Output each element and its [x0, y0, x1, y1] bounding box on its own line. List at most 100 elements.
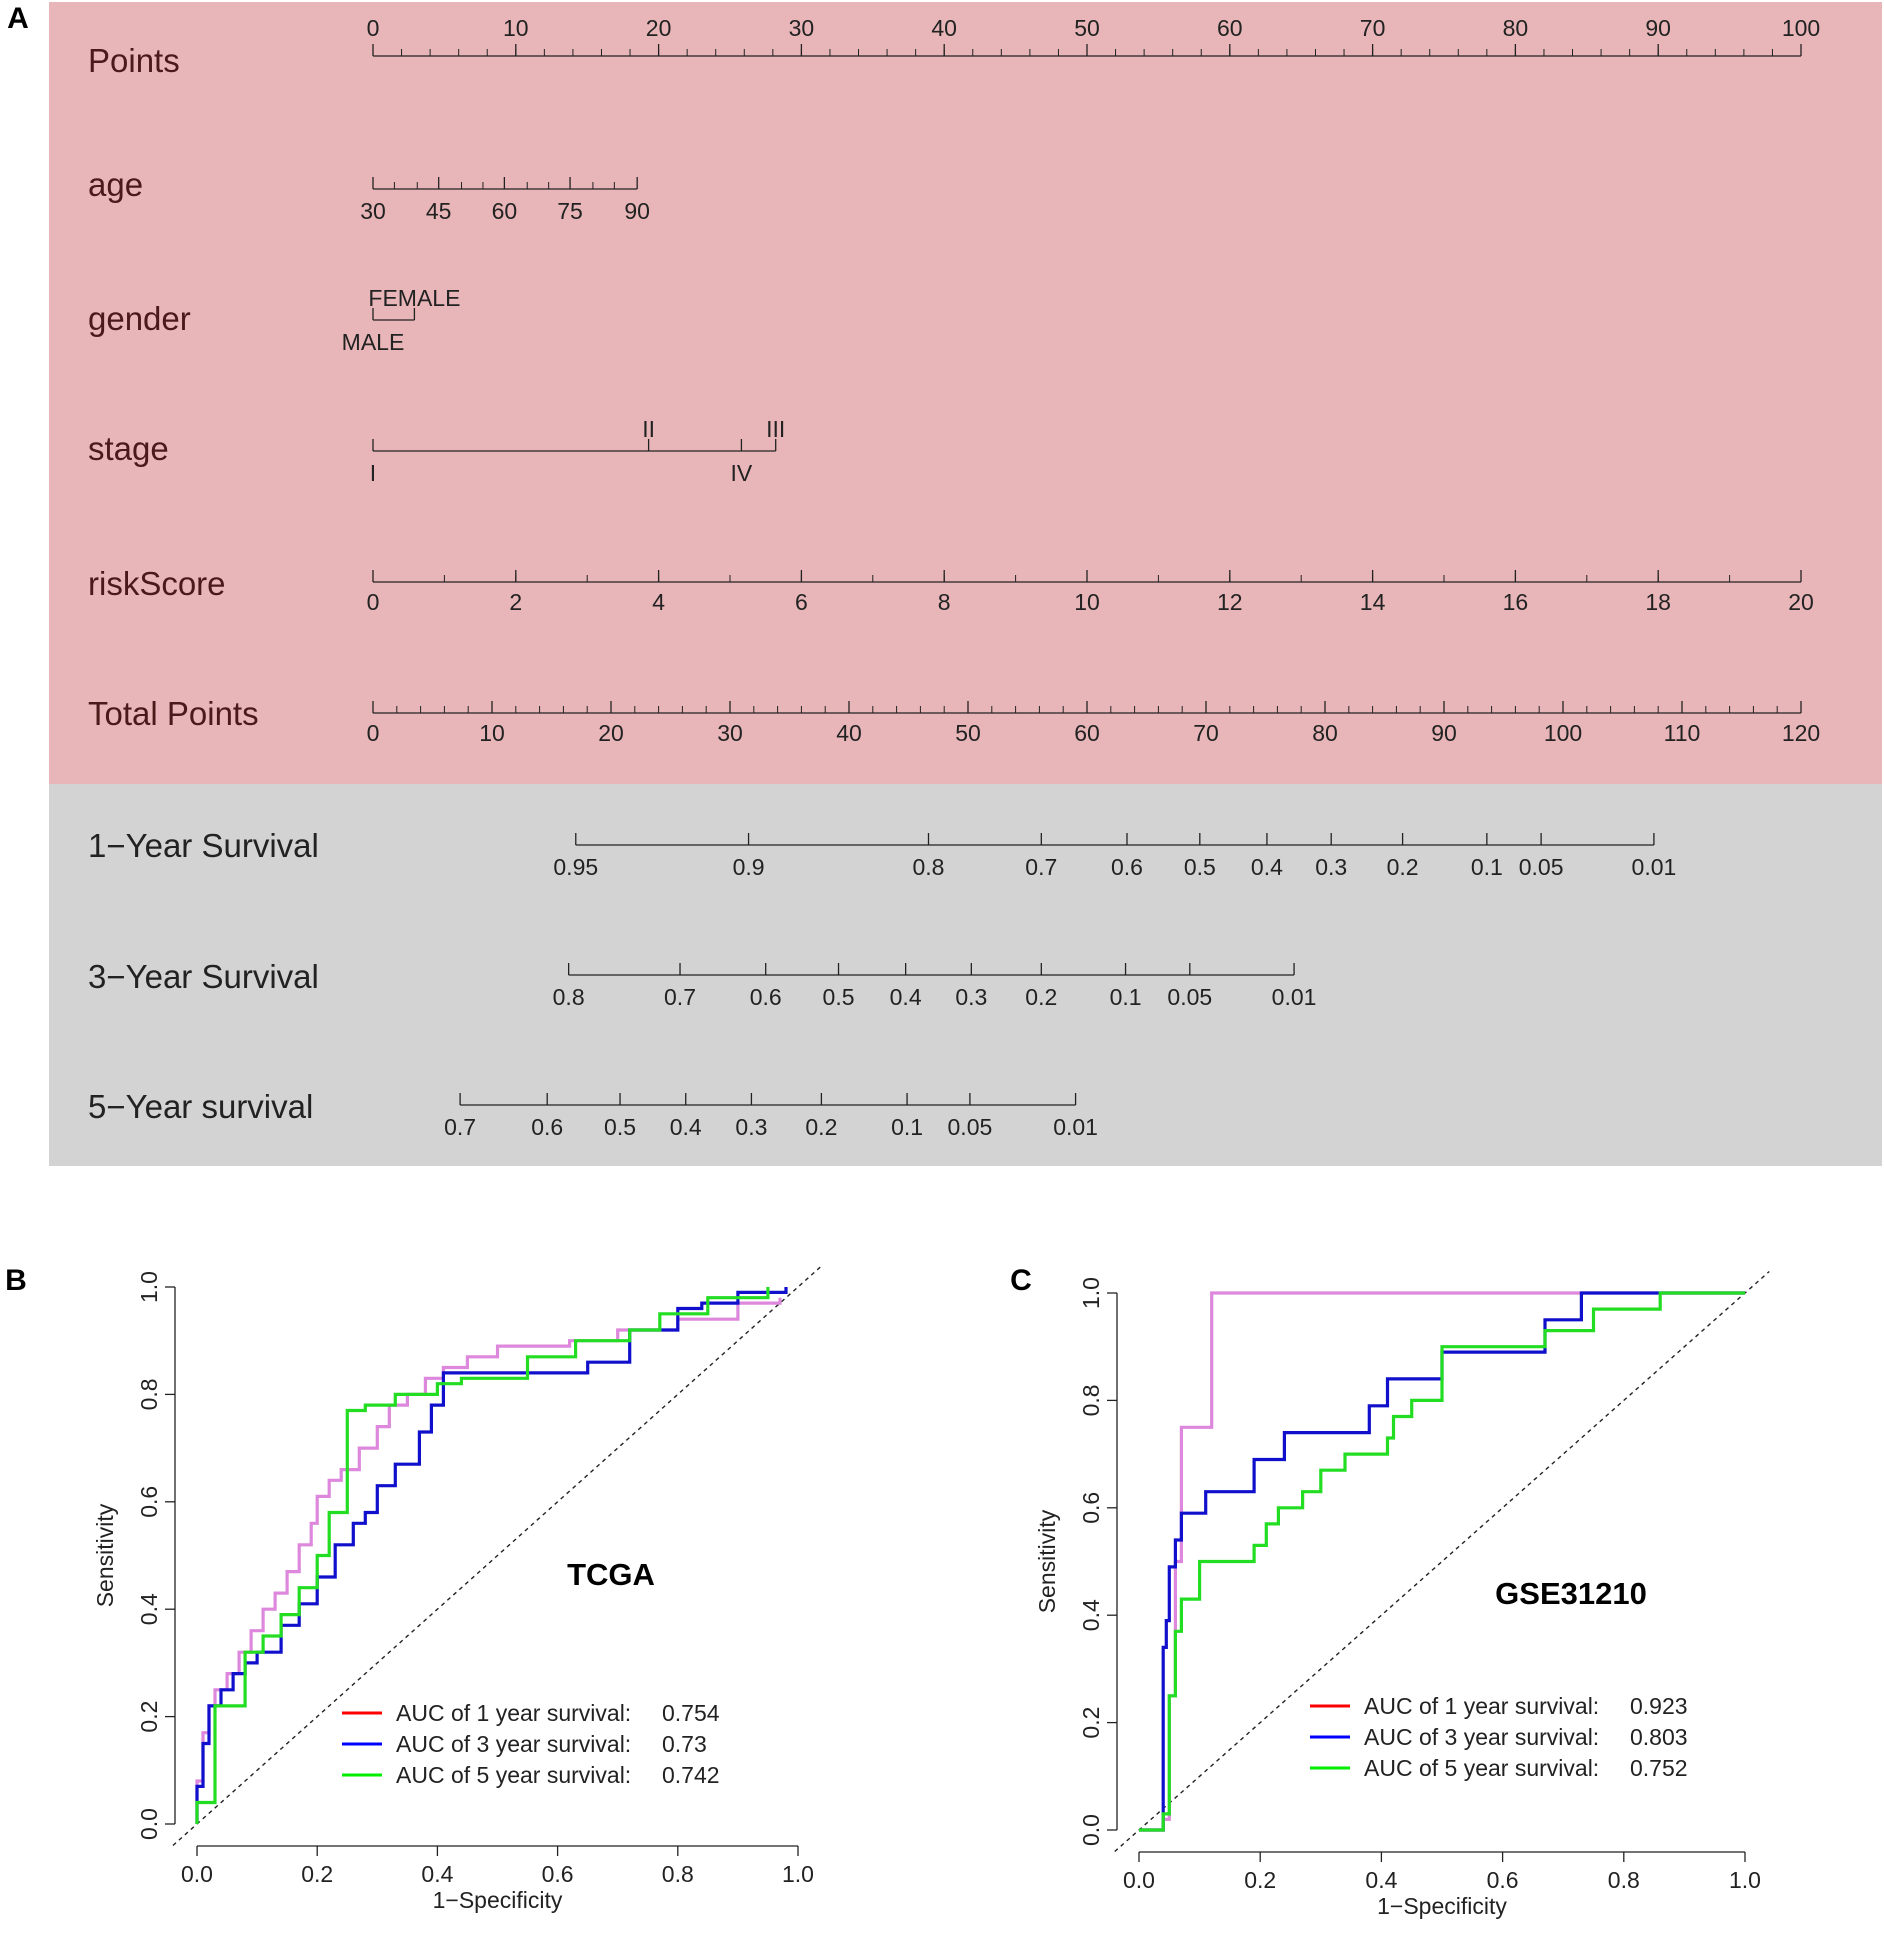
- tick-label: 60: [1217, 15, 1243, 41]
- x-tick-label: 0.0: [1123, 1867, 1155, 1893]
- tick-label: 80: [1312, 720, 1338, 746]
- y-tick-label: 0.6: [1078, 1492, 1104, 1524]
- x-tick-label: 0.4: [421, 1861, 453, 1887]
- x-axis-title: 1−Specificity: [433, 1887, 563, 1913]
- roc-curve-3-year: [1139, 1291, 1745, 1832]
- y-tick-label: 1.0: [1078, 1277, 1104, 1309]
- legend-value: 0.803: [1630, 1724, 1688, 1750]
- tick-label: 50: [955, 720, 981, 746]
- tick-label: 45: [426, 198, 452, 224]
- tick-label: 90: [1431, 720, 1457, 746]
- legend-label: AUC of 5 year survival:: [1364, 1755, 1599, 1781]
- y-axis-title: Sensitivity: [92, 1503, 118, 1607]
- legend-label: AUC of 1 year survival:: [1364, 1693, 1599, 1719]
- tick-label: 0.6: [1111, 854, 1143, 880]
- row-label-surv3: 3−Year Survival: [88, 958, 319, 995]
- tick-label: 0.7: [1025, 854, 1057, 880]
- chart-title: GSE31210: [1495, 1576, 1647, 1611]
- tick-label: 80: [1503, 15, 1529, 41]
- nomogram-row-total-points: Total Points 0 10 20 30 40 50 60 70 80 90 100 110 120: [88, 695, 1820, 746]
- x-tick-label: 0.8: [662, 1861, 694, 1887]
- row-label-riskscore: riskScore: [88, 565, 226, 602]
- tick-label: 30: [789, 15, 815, 41]
- tick-label: 0.2: [805, 1114, 837, 1140]
- tick-label: 14: [1360, 589, 1386, 615]
- tick-label: 0.7: [664, 984, 696, 1010]
- legend-label: AUC of 5 year survival:: [396, 1762, 631, 1788]
- panel-label-a: A: [7, 2, 29, 35]
- nomogram-row-age: age 30 45 60 75 90: [88, 166, 650, 224]
- tick-label: 0.4: [670, 1114, 702, 1140]
- legend: AUC of 1 year survival: 0.923 AUC of 3 yea…: [1310, 1693, 1688, 1781]
- tick-label: 0: [367, 720, 380, 746]
- tick-label: 0.5: [604, 1114, 636, 1140]
- tick-label: 0.01: [1053, 1114, 1098, 1140]
- tick-label: 18: [1645, 589, 1671, 615]
- row-label-points: Points: [88, 42, 180, 79]
- y-tick-label: 0.2: [1078, 1707, 1104, 1739]
- y-tick-label: 0.8: [1078, 1384, 1104, 1416]
- tick-label: 75: [557, 198, 583, 224]
- row-label-surv1: 1−Year Survival: [88, 827, 319, 864]
- x-tick-label: 0.4: [1365, 1867, 1397, 1893]
- tick-label: 0.3: [1315, 854, 1347, 880]
- tick-label: 10: [503, 15, 529, 41]
- x-tick-label: 0.6: [542, 1861, 574, 1887]
- tick-label: 40: [836, 720, 862, 746]
- nomogram-row-points: Points 0 10 20 30 40 50 60 70 80 90 100: [88, 15, 1820, 79]
- tick-label: 110: [1664, 720, 1701, 746]
- tick-label: 0: [367, 15, 380, 41]
- legend: AUC of 1 year survival: 0.754 AUC of 3 yea…: [342, 1700, 720, 1788]
- x-tick-label: 0.0: [181, 1861, 213, 1887]
- tick-label: 100: [1782, 15, 1820, 41]
- y-tick-label: 0.4: [136, 1593, 162, 1625]
- tick-label: 70: [1193, 720, 1219, 746]
- nomogram-row-surv5: 5−Year survival 0.7 0.6 0.5 0.4 0.3 0.2 0.1 0.05…: [88, 1088, 1098, 1140]
- y-tick-label: 0.0: [136, 1808, 162, 1840]
- tick-label: 60: [492, 198, 518, 224]
- legend-label: AUC of 1 year survival:: [396, 1700, 631, 1726]
- tick-label: 0.05: [948, 1114, 993, 1140]
- panel-label-c: C: [1010, 1264, 1032, 1297]
- tick-label: 40: [931, 15, 957, 41]
- roc-curve-1-year: [195, 1297, 782, 1824]
- tick-label: 0.05: [1519, 854, 1564, 880]
- reference-diagonal: [1114, 1270, 1770, 1853]
- tick-label: 0.3: [955, 984, 987, 1010]
- tick-label: 0.8: [912, 854, 944, 880]
- legend-label: AUC of 3 year survival:: [1364, 1724, 1599, 1750]
- tick-label: 0.1: [1471, 854, 1503, 880]
- tick-label: 20: [646, 15, 672, 41]
- x-tick-label: 1.0: [1729, 1867, 1761, 1893]
- x-tick-label: 0.6: [1487, 1867, 1519, 1893]
- tick-label: 0.6: [750, 984, 782, 1010]
- reference-diagonal: [172, 1264, 823, 1847]
- tick-label: 10: [479, 720, 505, 746]
- tick-label: 0.4: [1251, 854, 1283, 880]
- y-tick-label: 1.0: [136, 1271, 162, 1303]
- y-tick-label: 0.0: [1078, 1814, 1104, 1846]
- tick-label: 0: [367, 589, 380, 615]
- y-tick-label: 0.8: [136, 1378, 162, 1410]
- tick-label: 20: [1788, 589, 1814, 615]
- tick-label: 4: [652, 589, 665, 615]
- roc-curve-5-year: [195, 1287, 770, 1824]
- tick-label: III: [766, 416, 785, 442]
- tick-label: 90: [624, 198, 650, 224]
- row-label-surv5: 5−Year survival: [88, 1088, 313, 1125]
- y-tick-label: 0.4: [1078, 1599, 1104, 1631]
- tick-label: 0.8: [553, 984, 585, 1010]
- x-tick-label: 0.8: [1608, 1867, 1640, 1893]
- nomogram-row-riskscore: riskScore 0 2 4 6 8 10 12 14 16 18 20: [88, 565, 1814, 615]
- nomogram-row-surv3: 3−Year Survival 0.8 0.7 0.6 0.5 0.4 0.3 0.2 0.1 0…: [88, 958, 1316, 1010]
- tick-label: 0.9: [733, 854, 765, 880]
- tick-label: 0.1: [1110, 984, 1142, 1010]
- tick-label: 10: [1074, 589, 1100, 615]
- tick-label: 20: [598, 720, 624, 746]
- tick-label: 50: [1074, 15, 1100, 41]
- tick-label: II: [642, 416, 655, 442]
- nomogram-row-gender: gender FEMALE MALE: [88, 285, 460, 355]
- tick-label: 90: [1645, 15, 1671, 41]
- legend-value: 0.923: [1630, 1693, 1688, 1719]
- tick-label: 0.4: [890, 984, 922, 1010]
